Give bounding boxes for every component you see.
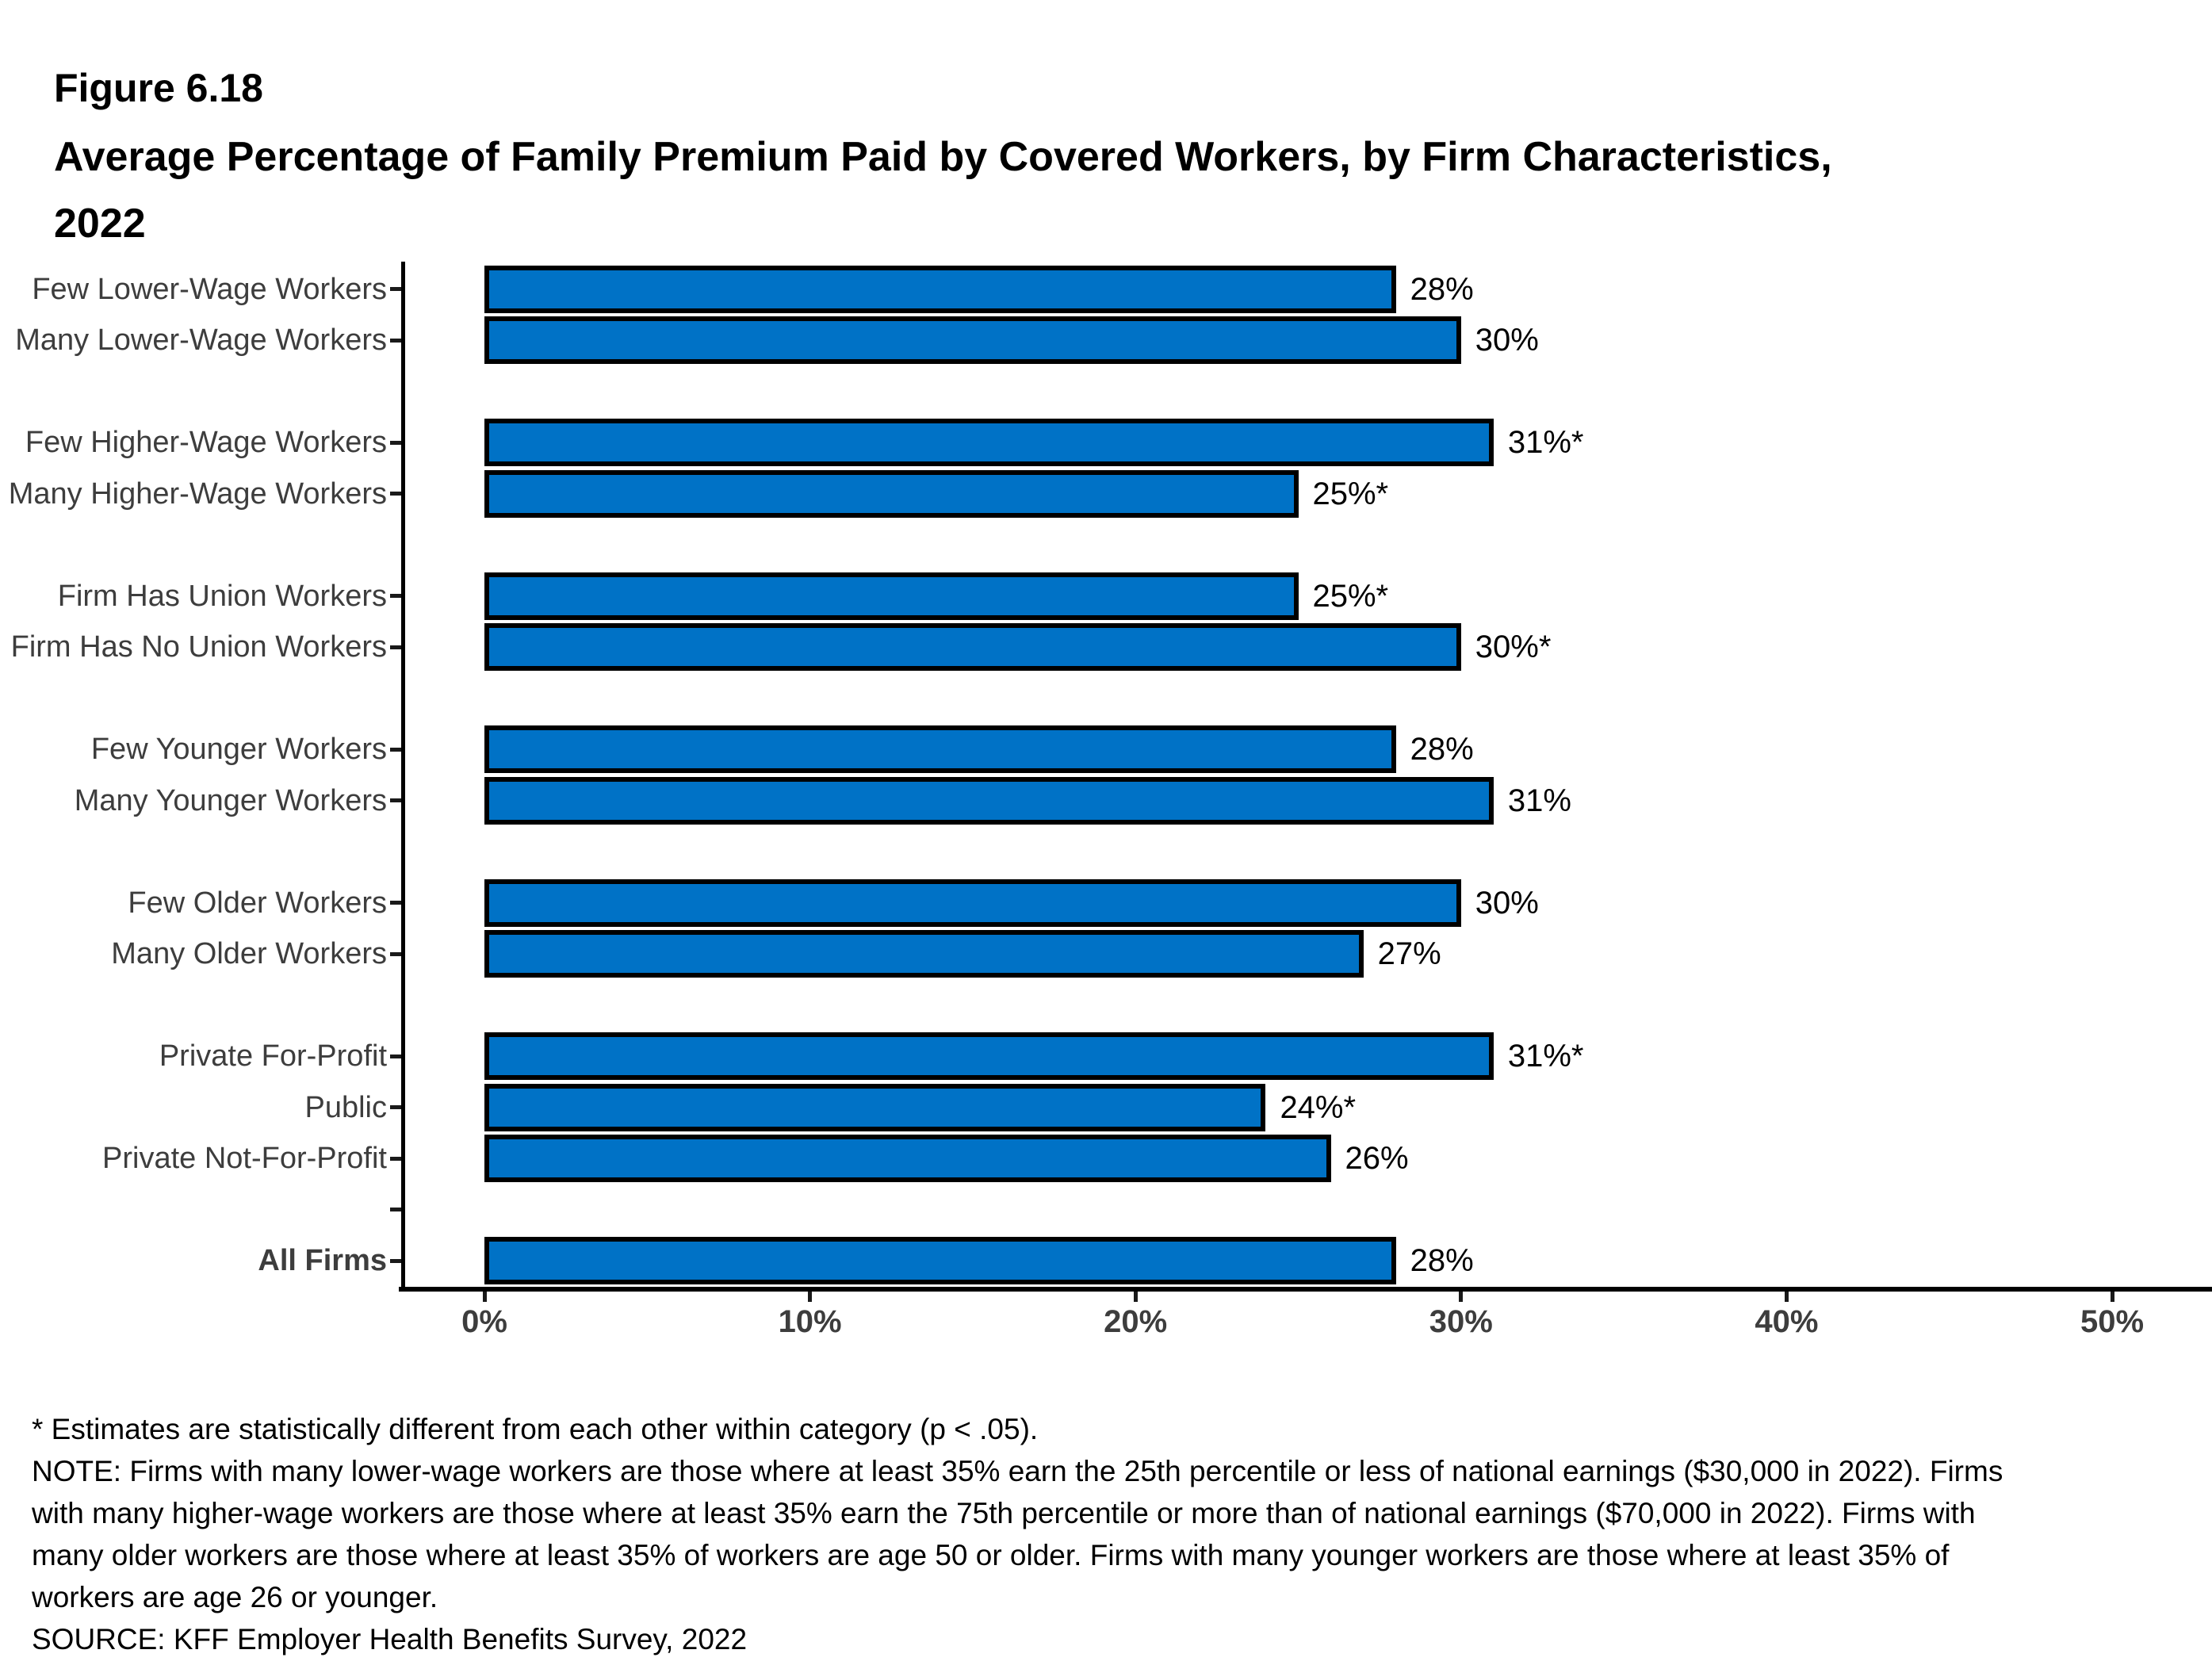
category-label: Many Lower-Wage Workers bbox=[15, 323, 387, 357]
y-axis-tick bbox=[390, 798, 401, 802]
x-axis-tick bbox=[2110, 1292, 2114, 1302]
category-label: Few Younger Workers bbox=[90, 733, 387, 766]
value-label: 28% bbox=[1410, 732, 1474, 767]
category-label: Few Higher-Wage Workers bbox=[25, 426, 387, 459]
footnotes: * Estimates are statistically different … bbox=[32, 1408, 2003, 1660]
footnote-line: with many higher-wage workers are those … bbox=[32, 1497, 1976, 1529]
x-axis-tick-label: 10% bbox=[778, 1304, 842, 1339]
footnote-line: workers are age 26 or younger. bbox=[32, 1581, 438, 1613]
x-axis-tick-label: 0% bbox=[461, 1304, 507, 1339]
y-axis-tick bbox=[390, 594, 401, 598]
bar bbox=[484, 1083, 1266, 1131]
y-axis-tick bbox=[390, 901, 401, 905]
bar bbox=[484, 469, 1299, 518]
x-axis-line bbox=[399, 1287, 2212, 1292]
y-axis-tick bbox=[390, 1156, 401, 1161]
x-axis-tick bbox=[808, 1292, 813, 1302]
x-axis-tick-label: 50% bbox=[2080, 1304, 2145, 1339]
category-label: Public bbox=[304, 1090, 388, 1124]
bar bbox=[484, 623, 1461, 671]
category-label: Private Not-For-Profit bbox=[102, 1142, 387, 1175]
category-label: Many Older Workers bbox=[111, 937, 387, 970]
y-axis-tick bbox=[390, 747, 401, 752]
figure-title: Average Percentage of Family Premium Pai… bbox=[54, 134, 1832, 180]
y-axis-tick bbox=[390, 440, 401, 445]
bar bbox=[484, 725, 1396, 773]
bar bbox=[484, 265, 1396, 313]
value-label: 24%* bbox=[1280, 1089, 1357, 1125]
bar bbox=[484, 419, 1494, 466]
y-axis-tick bbox=[390, 951, 401, 956]
bar bbox=[484, 878, 1461, 927]
bar bbox=[484, 776, 1494, 825]
footnote-line: SOURCE: KFF Employer Health Benefits Sur… bbox=[32, 1623, 748, 1655]
value-label: 28% bbox=[1410, 1243, 1474, 1278]
footnote-line: many older workers are those where at le… bbox=[32, 1539, 1950, 1571]
bar bbox=[484, 930, 1364, 978]
y-axis-tick bbox=[390, 1054, 401, 1058]
figure-label: Figure 6.18 bbox=[54, 66, 263, 110]
value-label: 25%* bbox=[1312, 476, 1389, 511]
y-axis-tick bbox=[390, 492, 401, 496]
x-axis-tick bbox=[1459, 1292, 1464, 1302]
value-label: 31%* bbox=[1507, 425, 1584, 460]
value-label: 27% bbox=[1377, 936, 1441, 971]
y-axis-tick bbox=[390, 1105, 401, 1109]
category-label: Private For-Profit bbox=[159, 1039, 387, 1073]
y-axis-tick bbox=[390, 1208, 401, 1211]
figure-title-year: 2022 bbox=[54, 201, 146, 247]
category-label: Many Higher-Wage Workers bbox=[8, 477, 387, 511]
value-label: 30% bbox=[1475, 885, 1539, 921]
bar bbox=[484, 316, 1461, 364]
x-axis-tick-label: 30% bbox=[1429, 1304, 1493, 1339]
y-axis-tick bbox=[390, 1258, 401, 1263]
value-label: 28% bbox=[1410, 271, 1474, 307]
bar bbox=[484, 1237, 1396, 1284]
category-label: Firm Has No Union Workers bbox=[10, 630, 387, 664]
y-axis-line bbox=[401, 262, 405, 1289]
bar bbox=[484, 1135, 1331, 1182]
value-label: 30%* bbox=[1475, 630, 1552, 664]
value-label: 26% bbox=[1345, 1141, 1409, 1176]
category-label: Few Older Workers bbox=[128, 886, 387, 920]
bar bbox=[484, 1032, 1494, 1080]
x-axis-tick-label: 40% bbox=[1755, 1304, 1819, 1339]
value-label: 31% bbox=[1507, 783, 1571, 818]
category-label: Firm Has Union Workers bbox=[57, 579, 387, 613]
category-label: Many Younger Workers bbox=[74, 783, 387, 817]
x-axis-tick bbox=[482, 1292, 487, 1302]
category-label: Few Lower-Wage Workers bbox=[32, 272, 387, 306]
x-axis-tick bbox=[1784, 1292, 1789, 1302]
footnote-line: * Estimates are statistically different … bbox=[32, 1413, 1039, 1445]
bar bbox=[484, 572, 1299, 620]
x-axis-tick bbox=[1133, 1292, 1138, 1302]
footnote-line: NOTE: Firms with many lower-wage workers… bbox=[32, 1455, 2003, 1487]
x-axis-tick-label: 20% bbox=[1104, 1304, 1168, 1339]
y-axis-tick bbox=[390, 287, 401, 291]
value-label: 31%* bbox=[1507, 1039, 1584, 1074]
value-label: 25%* bbox=[1312, 578, 1389, 614]
value-label: 30% bbox=[1475, 323, 1539, 358]
category-label: All Firms bbox=[258, 1244, 387, 1277]
y-axis-tick bbox=[390, 338, 401, 343]
y-axis-tick bbox=[390, 645, 401, 649]
